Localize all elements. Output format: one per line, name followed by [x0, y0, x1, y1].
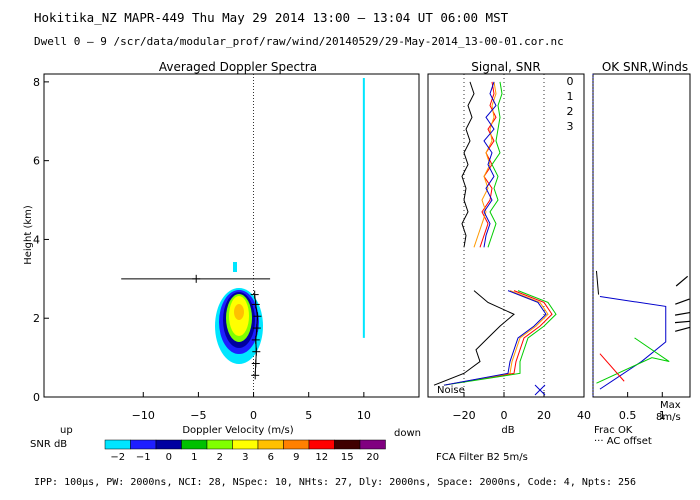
noise-label: Noise [437, 385, 465, 396]
frac-ok-line-channel-0 [599, 353, 625, 382]
signal-frame [427, 73, 585, 398]
filter-label: FCA Filter B2 5m/s [436, 452, 528, 463]
signal-title: Signal, SNR [471, 60, 540, 74]
colorbar-tick-label: 6 [268, 452, 274, 463]
spectra-xtick-label: 0 [250, 409, 257, 422]
max-label: Max [660, 400, 681, 411]
x-marker [534, 384, 546, 396]
spectra-xtick-label: −5 [190, 409, 206, 422]
spectra-xtick-label: 5 [305, 409, 312, 422]
wind-arrow [674, 311, 690, 316]
down-label: down [394, 428, 421, 439]
spectra-frame [43, 73, 420, 398]
spectra-ytick-label: 2 [33, 312, 40, 325]
wind-xtick-label: 1 [659, 409, 666, 422]
signal-xtick-label: −20 [452, 409, 475, 422]
colorbar: SNR dB −2 −1 0 1 2 3 6 9 12 15 20 [30, 439, 386, 463]
frac-ok-line [599, 296, 667, 390]
colorbar-cell [130, 439, 157, 450]
colorbar-tick-label: 2 [217, 452, 223, 463]
frac-ok-label: Frac OK [594, 425, 633, 436]
spectra-ytick-label: 0 [33, 391, 40, 404]
colorbar-tick-label: 15 [341, 452, 354, 463]
spectra-xtick-label: −10 [132, 409, 155, 422]
signal-xtick-label: 20 [537, 409, 551, 422]
winds-panel: OK SNR,Winds 0.5 1 Frac OK ··· AC offset … [592, 60, 691, 447]
colorbar-cell [155, 439, 182, 450]
colorbar-cell [257, 439, 284, 450]
colorbar-tick-label: 3 [242, 452, 248, 463]
spectra-xlabel: Doppler Velocity (m/s) [182, 425, 293, 436]
colorbar-cell [283, 439, 310, 450]
ac-offset-line [595, 270, 600, 295]
colorbar-cell [359, 439, 386, 450]
wind-arrow [675, 326, 690, 332]
colorbar-tick-label: −1 [136, 452, 151, 463]
colorbar-tick-label: 0 [166, 452, 172, 463]
signal-xtick-label: 0 [501, 409, 508, 422]
colorbar-tick-label: 12 [315, 452, 328, 463]
colorbar-tick-label: 1 [191, 452, 197, 463]
colorbar-cell [206, 439, 233, 450]
spectra-ylabel: Height (km) [23, 205, 34, 265]
frac-ok-line-channel-2 [596, 337, 670, 384]
colorbar-tick-label: −2 [110, 452, 125, 463]
up-label: up [60, 425, 73, 436]
colorbar-tick-label: 20 [366, 452, 379, 463]
winds-frame [592, 73, 691, 398]
header-line1: Hokitika_NZ MAPR-449 Thu May 29 2014 13:… [34, 10, 509, 25]
legend-channel-2: 2 [567, 105, 574, 118]
legend-channel-3: 3 [567, 120, 574, 133]
spectra-ytick-label: 6 [33, 155, 40, 168]
colorbar-cell [104, 439, 131, 450]
snr-line-channel-1 [443, 81, 549, 386]
spectra-ytick-label: 4 [33, 233, 40, 246]
snr-line-channel-3 [443, 81, 547, 386]
colorbar-cell [334, 439, 361, 450]
wind-arrow [675, 275, 689, 287]
wind-xtick-label: 0.5 [619, 409, 637, 422]
spectra-panel: Averaged Doppler Spectra Doppler Velocit… [23, 60, 421, 439]
colorbar-cell [308, 439, 335, 450]
spectra-ytick-label: 8 [33, 76, 40, 89]
footer-params: IPP: 100µs, PW: 2000ns, NCI: 28, NSpec: … [34, 477, 636, 488]
signal-power-line [433, 81, 515, 386]
signal-xlabel: dB [501, 425, 514, 436]
header-line2: Dwell 0 – 9 /scr/data/modular_prof/raw/w… [34, 35, 564, 48]
wind-arrow [675, 298, 690, 305]
colorbar-tick-label: 9 [293, 452, 299, 463]
wind-arrow [674, 320, 691, 324]
ac-offset-label: ··· AC offset [594, 436, 652, 447]
spectra-xtick-label: 10 [357, 409, 371, 422]
spectra-title: Averaged Doppler Spectra [159, 60, 317, 74]
snr-contour-blob [215, 262, 263, 364]
winds-title: OK SNR,Winds [602, 60, 688, 74]
max-value: 8m/s [656, 412, 681, 423]
legend-channel-0: 0 [567, 75, 574, 88]
colorbar-label: SNR dB [30, 439, 67, 450]
snr-line-channel-2 [443, 81, 557, 386]
signal-xtick-label: 40 [577, 409, 591, 422]
colorbar-cell [181, 439, 208, 450]
legend-channel-1: 1 [567, 90, 574, 103]
colorbar-cell [232, 439, 259, 450]
signal-panel: Signal, SNR dB Noise −20 0 20 40 0 1 2 3 [427, 60, 591, 436]
